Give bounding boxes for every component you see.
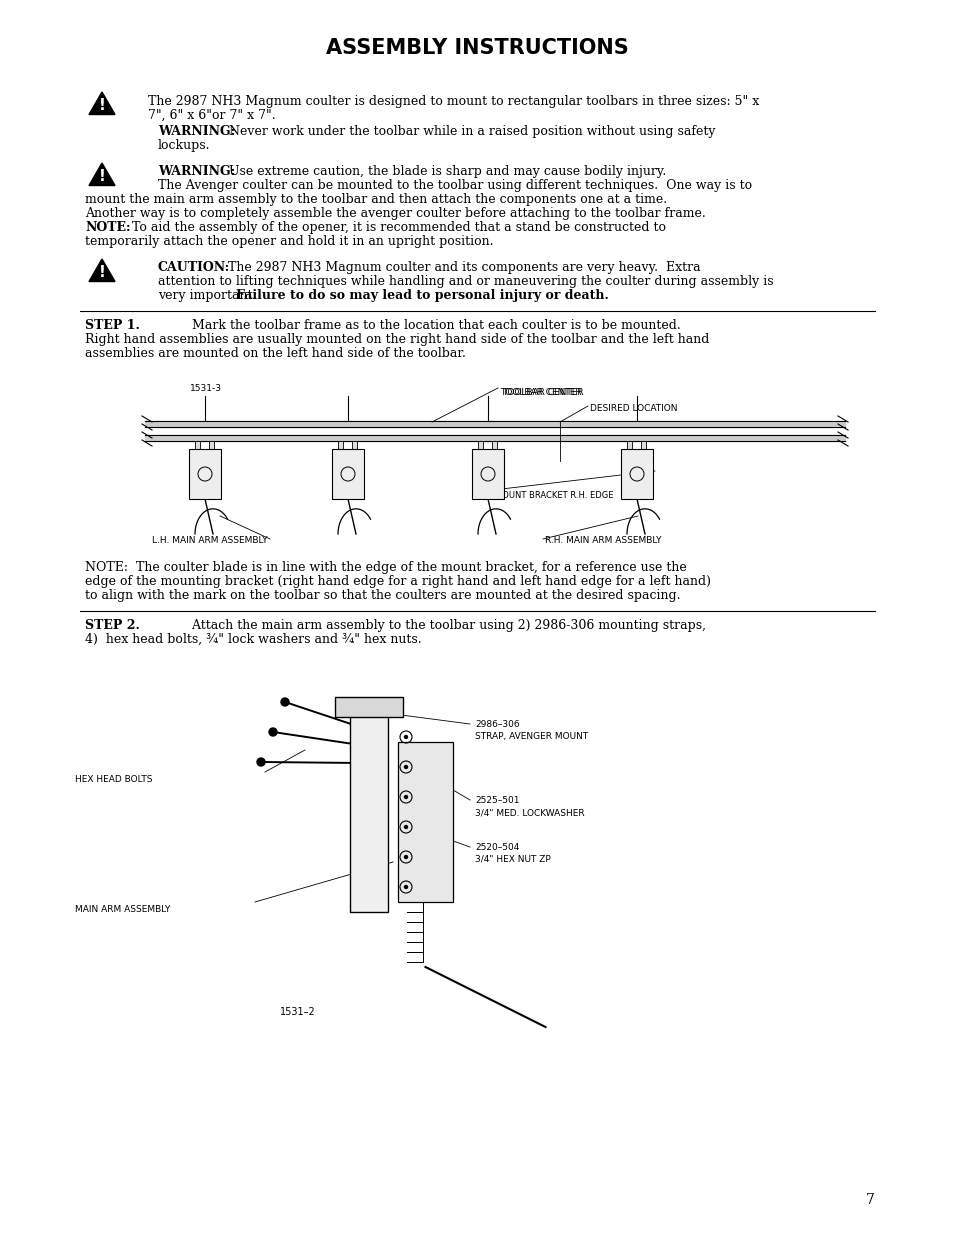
Text: temporarily attach the opener and hold it in an upright position.: temporarily attach the opener and hold i… (85, 235, 493, 248)
Text: WARNING:: WARNING: (158, 125, 235, 138)
Text: 1531–2: 1531–2 (280, 1007, 315, 1016)
Text: HEX HEAD BOLTS: HEX HEAD BOLTS (75, 776, 152, 784)
Circle shape (404, 885, 407, 888)
Bar (627, 441, 632, 453)
Text: mount the main arm assembly to the toolbar and then attach the components one at: mount the main arm assembly to the toolb… (85, 193, 666, 206)
Circle shape (404, 766, 407, 768)
Text: NOTE:  The coulter blade is in line with the edge of the mount bracket, for a re: NOTE: The coulter blade is in line with … (85, 561, 686, 574)
Circle shape (256, 758, 265, 766)
Text: 3/4" MED. LOCKWASHER: 3/4" MED. LOCKWASHER (475, 808, 584, 818)
Text: edge of the mounting bracket (right hand edge for a right hand and left hand edg: edge of the mounting bracket (right hand… (85, 576, 710, 588)
Text: STEP 1.: STEP 1. (85, 319, 140, 332)
Text: Attach the main arm assembly to the toolbar using 2) 2986-306 mounting straps,: Attach the main arm assembly to the tool… (160, 619, 705, 632)
Text: NOTE:: NOTE: (85, 221, 131, 233)
Polygon shape (89, 259, 115, 282)
Text: !: ! (98, 169, 106, 184)
Text: DESIRED LOCATION: DESIRED LOCATION (589, 404, 677, 412)
Bar (338, 441, 343, 453)
Text: Another way is to completely assemble the avenger coulter before attaching to th: Another way is to completely assemble th… (85, 207, 705, 220)
Circle shape (269, 727, 276, 736)
Text: The 2987 NH3 Magnum coulter is designed to mount to rectangular toolbars in thre: The 2987 NH3 Magnum coulter is designed … (148, 95, 759, 107)
Text: 4)  hex head bolts, ¾" lock washers and ¾" hex nuts.: 4) hex head bolts, ¾" lock washers and ¾… (85, 634, 421, 646)
Bar (472, 450, 503, 499)
Text: 2525–501: 2525–501 (475, 797, 519, 805)
Bar (332, 450, 364, 499)
Bar (640, 441, 646, 453)
Circle shape (281, 698, 289, 706)
Circle shape (404, 825, 407, 829)
Circle shape (404, 736, 407, 739)
Text: TOOLBAR CENTER: TOOLBAR CENTER (501, 388, 583, 396)
Bar (350, 713, 388, 911)
Text: R.H. MAIN ARM ASSEMBLY: R.H. MAIN ARM ASSEMBLY (544, 536, 660, 545)
Text: ASSEMBLY INSTRUCTIONS: ASSEMBLY INSTRUCTIONS (325, 38, 628, 58)
Text: MOUNT BRACKET R.H. EDGE: MOUNT BRACKET R.H. EDGE (495, 492, 613, 500)
Polygon shape (89, 91, 115, 115)
Text: to align with the mark on the toolbar so that the coulters are mounted at the de: to align with the mark on the toolbar so… (85, 589, 679, 601)
Text: lockups.: lockups. (158, 140, 211, 152)
Bar (478, 441, 483, 453)
Text: 7", 6" x 6"or 7" x 7".: 7", 6" x 6"or 7" x 7". (148, 109, 275, 122)
Bar (352, 441, 357, 453)
Bar (397, 742, 453, 902)
Text: CAUTION:: CAUTION: (158, 261, 230, 274)
Bar (492, 441, 497, 453)
Text: very important.: very important. (158, 289, 264, 303)
Text: Use extreme caution, the blade is sharp and may cause bodily injury.: Use extreme caution, the blade is sharp … (225, 165, 665, 178)
Bar (335, 697, 402, 718)
Text: MAIN ARM ASSEMBLY: MAIN ARM ASSEMBLY (75, 905, 171, 914)
Circle shape (404, 795, 407, 799)
Bar (210, 441, 214, 453)
Bar (620, 450, 652, 499)
Text: STRAP, AVENGER MOUNT: STRAP, AVENGER MOUNT (475, 732, 588, 741)
Text: TOOLBAR CENTER: TOOLBAR CENTER (499, 388, 581, 396)
Text: 3/4" HEX NUT ZP: 3/4" HEX NUT ZP (475, 855, 550, 864)
Text: 2520–504: 2520–504 (475, 844, 518, 852)
Circle shape (404, 856, 407, 858)
Text: !: ! (98, 266, 106, 280)
Text: Mark the toolbar frame as to the location that each coulter is to be mounted.: Mark the toolbar frame as to the locatio… (160, 319, 680, 332)
Text: Failure to do so may lead to personal injury or death.: Failure to do so may lead to personal in… (235, 289, 608, 303)
Bar (189, 450, 221, 499)
Polygon shape (89, 163, 115, 185)
Text: 2986–306: 2986–306 (475, 720, 519, 729)
Text: 7: 7 (865, 1193, 874, 1207)
Text: L.H. MAIN ARM ASSEMBLY: L.H. MAIN ARM ASSEMBLY (152, 536, 268, 545)
Text: STEP 2.: STEP 2. (85, 619, 140, 632)
Text: !: ! (98, 99, 106, 114)
Text: 1531-3: 1531-3 (190, 384, 222, 393)
Text: assemblies are mounted on the left hand side of the toolbar.: assemblies are mounted on the left hand … (85, 347, 465, 359)
Text: The 2987 NH3 Magnum coulter and its components are very heavy.  Extra: The 2987 NH3 Magnum coulter and its comp… (220, 261, 700, 274)
Text: To aid the assembly of the opener, it is recommended that a stand be constructed: To aid the assembly of the opener, it is… (128, 221, 665, 233)
Text: Right hand assemblies are usually mounted on the right hand side of the toolbar : Right hand assemblies are usually mounte… (85, 333, 709, 346)
Text: WARNING:: WARNING: (158, 165, 235, 178)
Text: attention to lifting techniques while handling and or maneuvering the coulter du: attention to lifting techniques while ha… (158, 275, 773, 288)
Text: The Avenger coulter can be mounted to the toolbar using different techniques.  O: The Avenger coulter can be mounted to th… (158, 179, 751, 191)
Bar (195, 441, 200, 453)
Text: Never work under the toolbar while in a raised position without using safety: Never work under the toolbar while in a … (225, 125, 715, 138)
